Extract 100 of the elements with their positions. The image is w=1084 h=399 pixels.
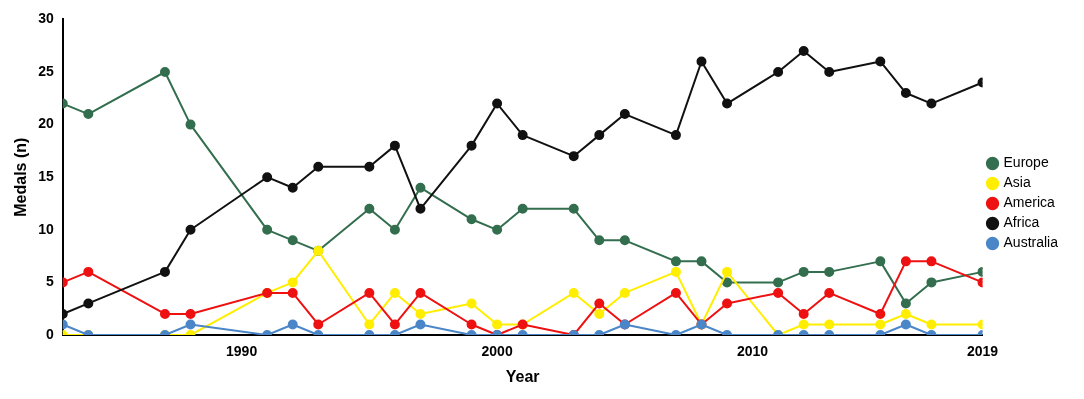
point xyxy=(517,130,528,141)
y-tick-label: 10 xyxy=(38,220,54,237)
point xyxy=(389,140,400,151)
point xyxy=(313,161,324,172)
x-tick-label: 2010 xyxy=(737,343,769,360)
point xyxy=(900,319,911,330)
legend-label: Australia xyxy=(1003,234,1059,251)
point xyxy=(798,266,809,277)
point xyxy=(466,140,477,151)
point xyxy=(415,203,426,214)
point xyxy=(159,266,170,277)
point xyxy=(696,256,707,267)
point xyxy=(798,308,809,319)
point xyxy=(875,319,886,330)
point xyxy=(926,277,937,288)
point xyxy=(415,182,426,193)
point xyxy=(313,319,324,330)
y-tick-label: 5 xyxy=(45,273,54,290)
point xyxy=(185,224,196,235)
legend-label: Africa xyxy=(1003,214,1040,231)
legend-label: Asia xyxy=(1003,174,1031,191)
point xyxy=(287,277,298,288)
y-tick-label: 20 xyxy=(38,115,54,132)
point xyxy=(594,130,605,141)
point xyxy=(492,224,503,235)
point xyxy=(824,266,835,277)
point xyxy=(670,287,681,298)
point xyxy=(185,119,196,130)
point xyxy=(262,224,273,235)
point xyxy=(389,319,400,330)
point xyxy=(594,235,605,246)
point xyxy=(185,308,196,319)
point xyxy=(415,287,426,298)
point xyxy=(722,266,733,277)
point xyxy=(926,256,937,267)
point xyxy=(798,45,809,56)
point xyxy=(619,109,630,120)
point xyxy=(594,308,605,319)
point xyxy=(287,235,298,246)
point xyxy=(185,319,196,330)
y-tick-label: 30 xyxy=(38,10,54,27)
point xyxy=(619,235,630,246)
x-tick-label: 2019 xyxy=(966,343,999,360)
point xyxy=(389,287,400,298)
point xyxy=(824,319,835,330)
point xyxy=(262,172,273,183)
point xyxy=(773,67,784,77)
point xyxy=(83,266,94,277)
y-tick-label: 0 xyxy=(45,325,54,342)
point xyxy=(492,319,503,330)
point xyxy=(159,308,170,319)
x-axis-title: Year xyxy=(505,367,540,385)
point xyxy=(900,88,911,99)
point xyxy=(159,67,170,77)
point xyxy=(722,277,733,288)
point xyxy=(389,224,400,235)
point xyxy=(670,130,681,141)
point xyxy=(773,277,784,288)
point xyxy=(568,151,579,162)
point xyxy=(900,298,911,309)
legend-label: America xyxy=(1003,194,1056,211)
point xyxy=(696,56,707,67)
point xyxy=(875,56,886,67)
point xyxy=(364,319,375,330)
point xyxy=(722,98,733,109)
point xyxy=(670,256,681,267)
x-tick-label: 1990 xyxy=(226,343,258,360)
point xyxy=(287,182,298,193)
point xyxy=(364,203,375,214)
point xyxy=(619,287,630,298)
point xyxy=(670,266,681,277)
point xyxy=(926,98,937,109)
point xyxy=(492,98,503,109)
point xyxy=(364,287,375,298)
legend-label: Europe xyxy=(1003,154,1049,171)
x-tick-label: 2000 xyxy=(481,343,513,360)
point xyxy=(466,298,477,309)
point xyxy=(568,203,579,214)
point xyxy=(798,319,809,330)
point xyxy=(900,256,911,267)
point xyxy=(287,287,298,298)
point xyxy=(415,308,426,319)
point xyxy=(466,319,477,330)
point xyxy=(466,214,477,225)
y-axis-title: Medals (n) xyxy=(12,137,30,217)
point xyxy=(824,287,835,298)
point xyxy=(364,161,375,172)
point xyxy=(824,67,835,77)
point xyxy=(722,298,733,309)
point xyxy=(83,109,94,120)
y-tick-label: 15 xyxy=(38,168,54,185)
point xyxy=(415,319,426,330)
point xyxy=(875,256,886,267)
y-tick-label: 25 xyxy=(38,62,54,79)
point xyxy=(875,308,886,319)
point xyxy=(83,298,94,309)
point xyxy=(900,308,911,319)
point xyxy=(517,203,528,214)
point xyxy=(594,298,605,309)
point xyxy=(568,287,579,298)
